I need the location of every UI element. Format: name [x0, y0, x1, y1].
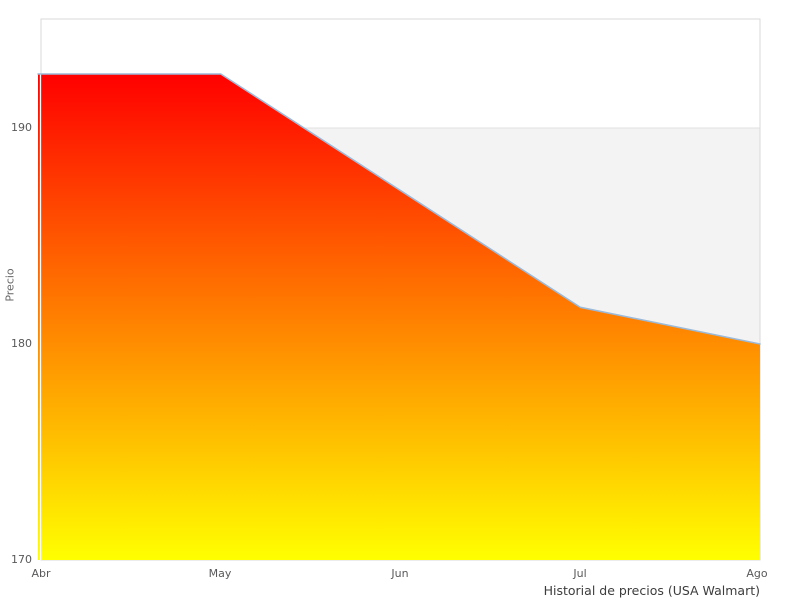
x-tick-label-jun: Jun	[391, 567, 409, 580]
x-tick-label-abr: Abr	[31, 567, 51, 580]
y-tick-label-190: 190	[11, 121, 32, 134]
x-tick-label-jul: Jul	[573, 567, 587, 580]
price-line	[37, 73, 761, 345]
x-tick-label-ago: Ago	[746, 567, 768, 580]
y-tick-label-170: 170	[11, 553, 32, 566]
y-tick-label-180: 180	[11, 337, 32, 350]
area-fill	[38, 74, 760, 560]
x-tick-label-may: May	[208, 567, 232, 580]
y-axis-title: Precio	[3, 268, 17, 302]
chart-title: Historial de precios (USA Walmart)	[543, 583, 760, 598]
